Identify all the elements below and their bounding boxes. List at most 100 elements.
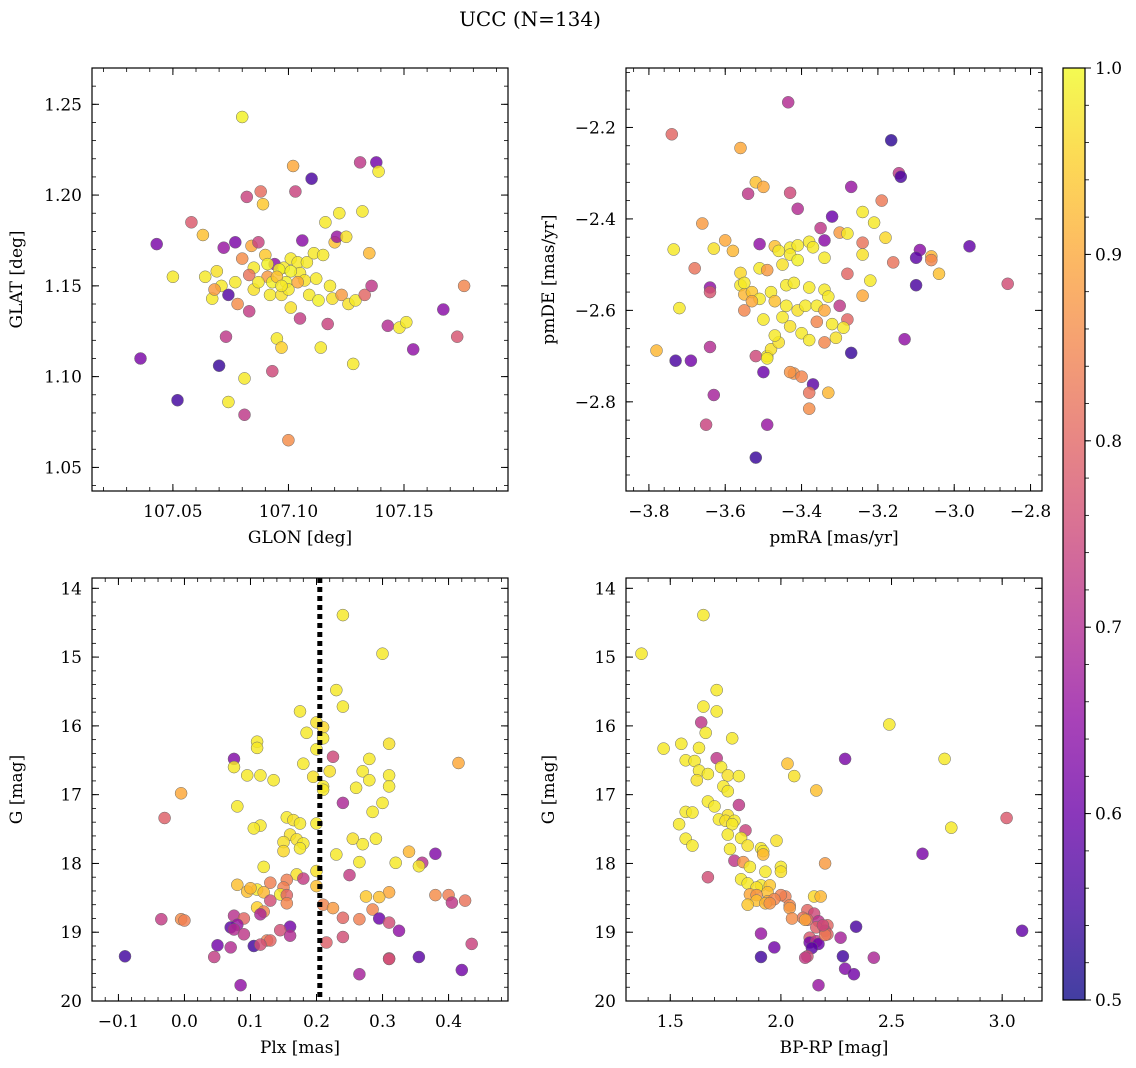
x-tick-label: 0.0	[171, 1012, 198, 1032]
data-point	[356, 837, 369, 851]
data-point	[457, 279, 471, 293]
data-point	[791, 202, 804, 216]
data-point	[699, 726, 712, 740]
data-point	[759, 865, 772, 878]
data-point	[699, 418, 713, 431]
y-tick-label: 15	[594, 648, 616, 668]
data-point	[768, 294, 782, 308]
data-point	[319, 216, 332, 229]
data-point	[856, 205, 869, 219]
data-point	[694, 716, 708, 729]
data-point	[372, 165, 385, 178]
data-point	[833, 299, 846, 313]
data-point	[254, 769, 267, 782]
data-point	[673, 301, 686, 315]
x-tick-label: 107.10	[259, 502, 318, 522]
data-point	[254, 185, 267, 198]
data-point	[212, 359, 226, 372]
data-point	[353, 912, 366, 926]
data-point	[774, 865, 788, 878]
data-point	[721, 769, 735, 782]
data-point	[686, 839, 699, 852]
data-point	[834, 931, 847, 944]
y-axis-label: G [mag]	[7, 755, 27, 824]
data-point	[185, 216, 198, 229]
y-tick-label: 20	[60, 992, 82, 1012]
colorbar-tick-label: 0.5	[1095, 991, 1122, 1011]
data-point	[174, 787, 188, 800]
y-tick-label: −2.8	[575, 393, 616, 413]
data-point	[812, 978, 825, 992]
data-point	[155, 912, 168, 926]
data-point	[158, 811, 171, 825]
data-point	[838, 752, 852, 766]
data-point	[708, 800, 721, 813]
data-point	[346, 357, 360, 371]
data-point	[725, 732, 739, 745]
x-axis-label: Plx [mas]	[260, 1038, 340, 1058]
data-point	[275, 279, 288, 293]
data-point	[844, 346, 858, 360]
data-point	[235, 110, 249, 124]
data-point	[263, 288, 277, 302]
y-tick-label: −2.4	[575, 210, 616, 230]
data-point	[353, 156, 367, 169]
data-point	[925, 253, 938, 267]
data-point	[458, 894, 472, 907]
x-tick-label: −3.4	[781, 502, 822, 522]
data-point	[718, 234, 732, 247]
data-point	[445, 896, 459, 909]
data-point	[372, 890, 386, 904]
data-point	[867, 951, 881, 964]
data-point	[235, 252, 249, 265]
axes-frame	[625, 67, 1043, 492]
data-point	[883, 718, 896, 731]
y-tick-label: 14	[60, 579, 82, 599]
axes-frame	[91, 577, 509, 1002]
data-point	[381, 319, 395, 333]
data-point	[353, 855, 366, 869]
data-point	[275, 341, 288, 354]
data-point	[326, 901, 340, 915]
scatter-points	[118, 608, 478, 992]
x-tick-label: −2.8	[1010, 502, 1051, 522]
data-point	[247, 822, 261, 835]
data-point	[229, 275, 242, 289]
data-point	[207, 950, 221, 964]
data-point	[847, 967, 861, 981]
data-point	[365, 279, 378, 293]
data-point	[336, 608, 350, 622]
panel-bottom-left: −0.1 0.0 0.1 0.2 0.3 0.4 14 15 16 17 18 19 20 Plx [ma…	[7, 577, 509, 1058]
y-tick-label: 16	[60, 717, 82, 737]
data-point	[252, 275, 265, 289]
y-tick-label: 17	[60, 786, 82, 806]
data-point	[684, 354, 698, 367]
x-tick-label: −3.0	[934, 502, 975, 522]
data-point	[293, 842, 307, 855]
data-point	[776, 310, 789, 324]
x-tick-label: 0.4	[435, 1012, 462, 1032]
data-point	[818, 857, 832, 870]
data-point	[400, 315, 413, 329]
scatter-points	[635, 608, 1029, 992]
data-point	[171, 393, 184, 407]
axes-frame	[625, 577, 1043, 1002]
data-point	[366, 903, 379, 916]
data-point	[406, 343, 420, 356]
data-point	[818, 304, 831, 317]
data-point	[672, 817, 686, 831]
data-point	[238, 372, 251, 385]
data-point	[732, 798, 746, 812]
data-point	[310, 817, 323, 830]
y-axis-label: GLAT [deg]	[7, 230, 27, 328]
data-point	[330, 848, 343, 861]
data-point	[938, 752, 951, 766]
data-point	[818, 234, 831, 247]
y-tick-label: 17	[594, 786, 616, 806]
data-point	[822, 290, 835, 303]
data-point	[721, 828, 735, 841]
data-point	[822, 386, 835, 399]
data-point	[392, 924, 406, 938]
data-point	[452, 756, 465, 770]
data-point	[231, 878, 244, 892]
